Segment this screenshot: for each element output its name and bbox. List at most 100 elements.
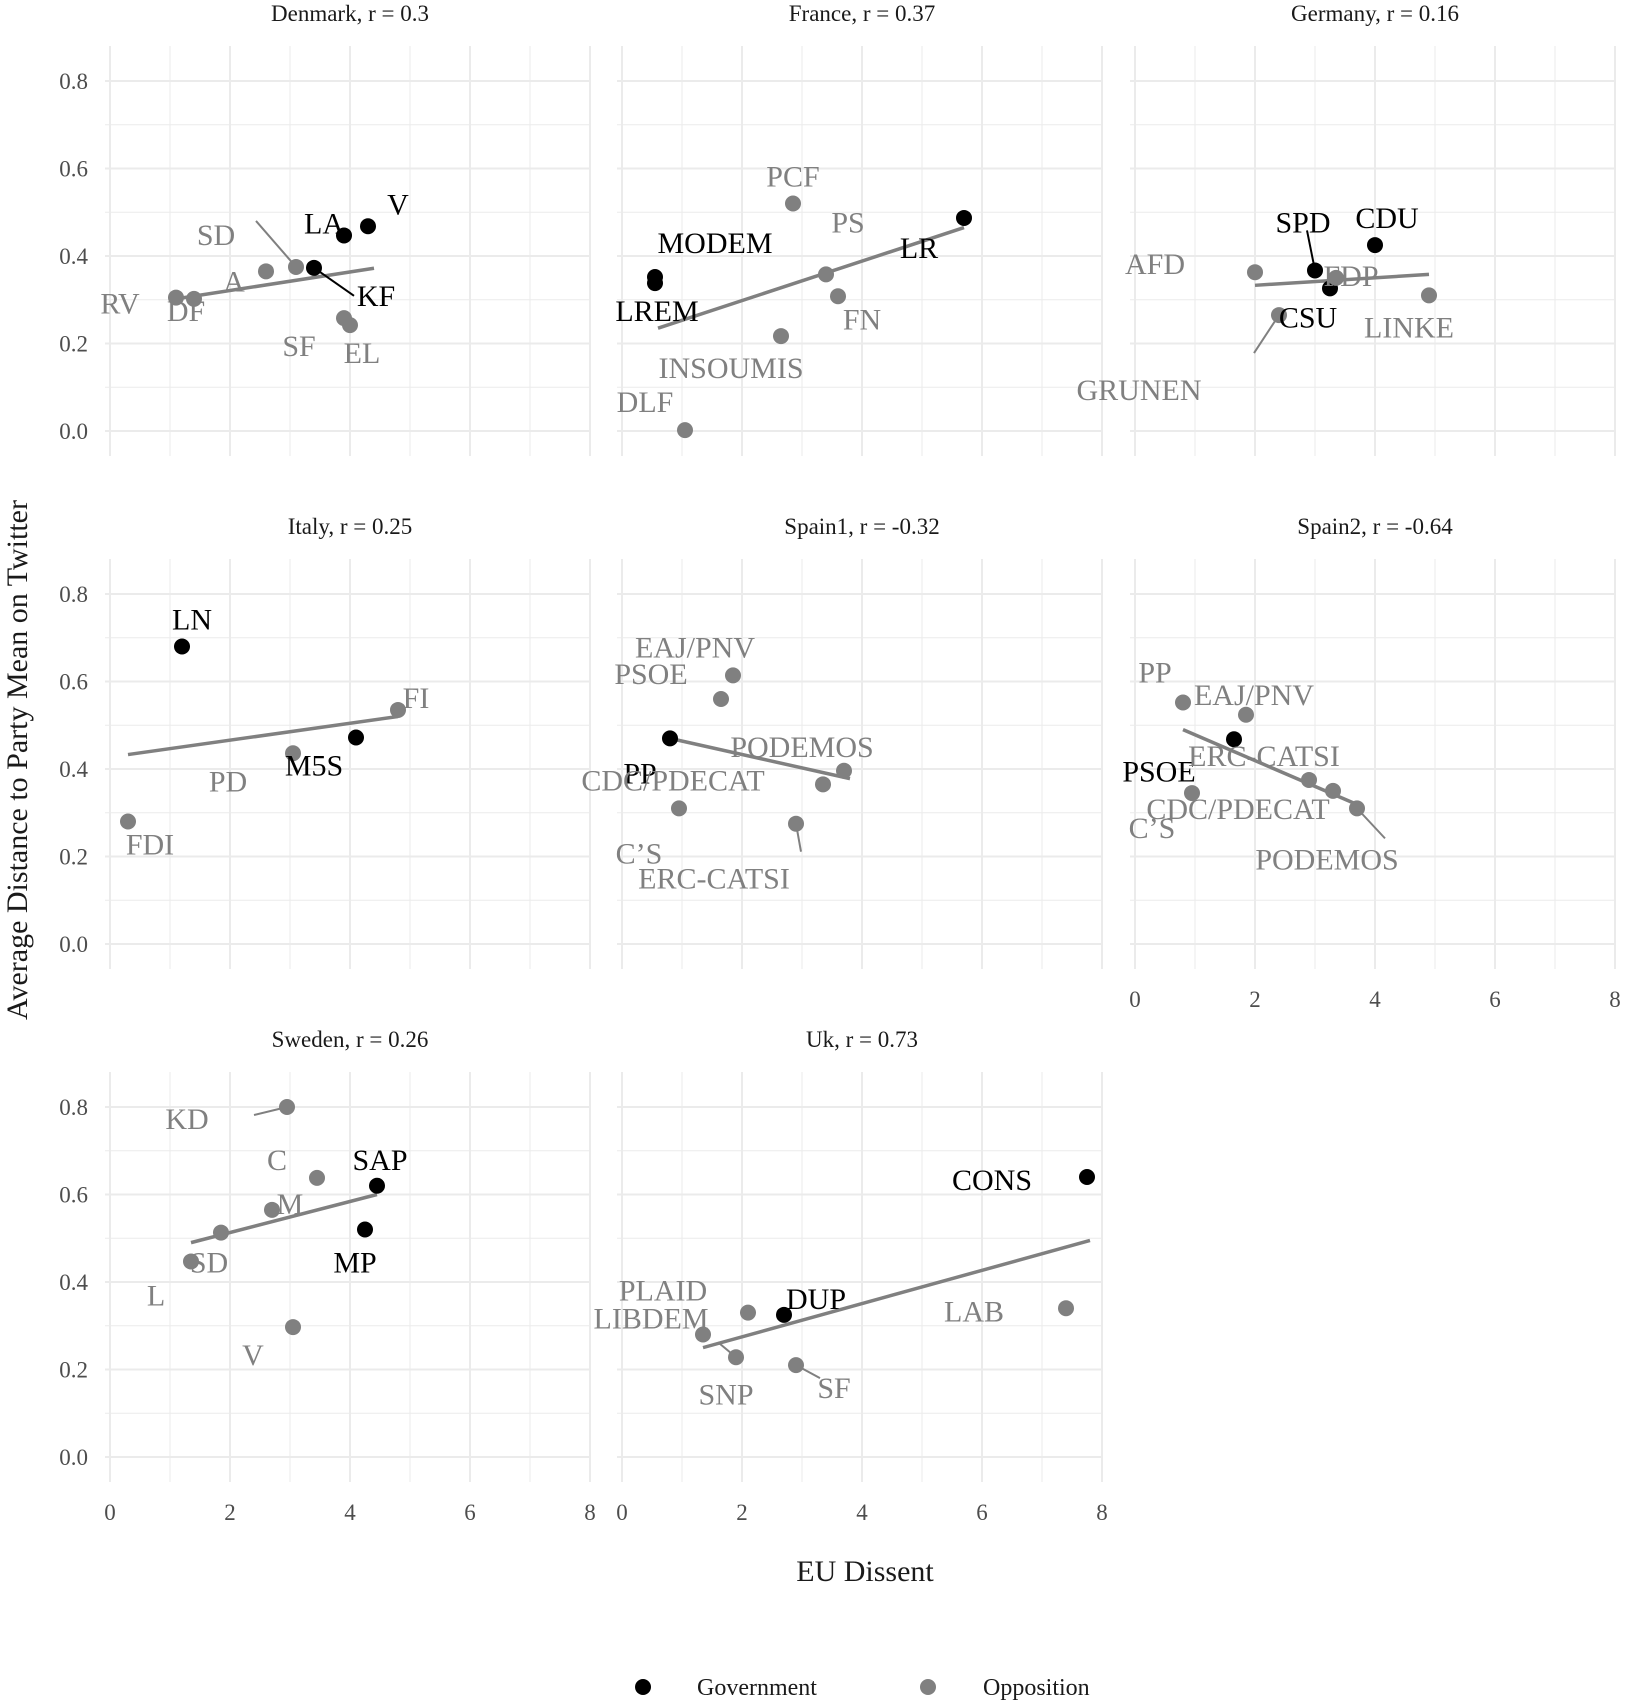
point-eaj-pnv [1238, 706, 1254, 723]
point-label-grunen: GRUNEN [1077, 374, 1202, 407]
point-label-fi: FI [403, 682, 430, 715]
point-c [309, 1169, 325, 1186]
y-tick-label: 0.6 [59, 670, 88, 695]
point-la [336, 227, 352, 244]
y-tick-label: 0.0 [59, 1445, 88, 1470]
point-label-lr: LR [900, 232, 938, 265]
x-axis-label: EU Dissent [796, 1555, 934, 1588]
point-label-spd: SPD [1275, 206, 1330, 239]
panel-title: Germany, r = 0.16 [1291, 1, 1459, 26]
y-tick-label: 0.2 [59, 845, 88, 870]
point-label-libdem: LIBDEM [594, 1303, 709, 1336]
panel-denmark: Denmark, r = 0.3 0.0 0.2 0.4 0.6 0.8 V LA KF SD A R… [59, 1, 591, 456]
panel-germany: Germany, r = 0.16 SPD CDU CSU AFD FDP LINKE GRU… [1077, 1, 1616, 456]
point-label-m5s: M5S [285, 750, 343, 783]
panel-spain2: Spain2, r = -0.64 0 2 4 6 8 PSOE PP EAJ/PNV ERC-C… [1122, 514, 1620, 1012]
point-pp [662, 730, 678, 747]
y-tick-label: 0.4 [59, 1270, 88, 1295]
point-rv [168, 289, 184, 306]
point-label-c: C [267, 1144, 287, 1177]
y-axis-label: Average Distance to Party Mean on Twitte… [1, 500, 34, 1020]
point-label-dlf: DLF [617, 386, 674, 419]
x-tick-label: 0 [616, 1500, 628, 1525]
point-m [264, 1201, 280, 1218]
point-lr [956, 209, 972, 226]
fit-line [669, 736, 851, 781]
point-label-m: M [277, 1188, 304, 1221]
y-tick-label: 0.0 [59, 419, 88, 444]
label-leader-line [255, 220, 297, 268]
point-dup [776, 1306, 792, 1323]
point-label-ln: LN [172, 604, 212, 637]
point-label-afd: AFD [1125, 248, 1185, 281]
point-ln [174, 638, 190, 655]
point-label-snp: SNP [698, 1378, 753, 1411]
point-linke [1421, 287, 1437, 304]
point-label-c-s: C’S [1129, 812, 1176, 845]
point-dlf [677, 422, 693, 439]
point-sap [369, 1177, 385, 1194]
point-l [183, 1253, 199, 1270]
point-afd [1247, 264, 1263, 281]
point-cons [1079, 1169, 1095, 1185]
point-psoe [1226, 731, 1242, 748]
point-label-lrem: LREM [615, 295, 698, 328]
point-label-cons: CONS [952, 1164, 1032, 1197]
fit-line [702, 1238, 1091, 1350]
label-leader-line [313, 266, 355, 297]
point-lab [1058, 1300, 1074, 1317]
point-label-pp: PP [623, 757, 656, 790]
point-label-v: V [242, 1339, 264, 1372]
point-label-linke: LINKE [1364, 311, 1454, 344]
legend-opposition-key [920, 1679, 936, 1695]
point-label-v: V [387, 188, 409, 221]
point-df [186, 290, 202, 307]
panel-title: Spain1, r = -0.32 [784, 514, 939, 539]
point-pcf [785, 195, 801, 212]
point-label-fdp: FDP [1323, 260, 1378, 293]
point-psoe [713, 691, 729, 707]
point-label-pcf: PCF [766, 161, 819, 194]
point-label-pp: PP [1138, 657, 1171, 690]
x-tick-label: 0 [1129, 987, 1141, 1012]
point-erc-catsi [788, 815, 804, 832]
point-sd [213, 1224, 229, 1241]
y-tick-label: 0.8 [59, 69, 88, 94]
point-label-plaid: PLAID [619, 1275, 707, 1308]
point-label-podemos: PODEMOS [730, 731, 873, 764]
y-tick-label: 0.6 [59, 1183, 88, 1208]
point-label-fn: FN [843, 303, 881, 336]
point-label-sf: SF [817, 1372, 850, 1405]
x-tick-label: 6 [464, 1500, 476, 1525]
fit-line [657, 225, 965, 330]
point-label-df: DF [167, 295, 205, 328]
panel-title: Italy, r = 0.25 [288, 514, 413, 539]
x-tick-label: 4 [1369, 987, 1381, 1012]
point-sf [788, 1357, 804, 1374]
y-tick-label: 0.8 [59, 582, 88, 607]
point-label-fdi: FDI [126, 829, 174, 862]
legend: Government Opposition [635, 1675, 1090, 1701]
legend-government-key [635, 1679, 651, 1695]
point-grunen [1271, 307, 1287, 324]
panel-title: Sweden, r = 0.26 [272, 1027, 429, 1052]
point-label-kf: KF [357, 280, 395, 313]
point-pd [285, 745, 301, 762]
point-cdc-pdecat [1325, 782, 1341, 799]
point-label-l: L [147, 1279, 165, 1312]
point-label-sd: SD [197, 219, 235, 252]
point-plaid [740, 1304, 756, 1321]
point-eaj-pnv [725, 667, 741, 684]
point-label-ps: PS [831, 206, 864, 239]
point-label-erc-catsi: ERC-CATSI [638, 863, 790, 896]
point-mp [357, 1221, 373, 1238]
point-label-a: A [223, 265, 245, 298]
point-sd [288, 258, 304, 275]
fit-line [175, 266, 375, 301]
point-label-rv: RV [100, 288, 140, 321]
point-cdc-pdecat [815, 776, 831, 793]
point-label-eaj-pnv: EAJ/PNV [1194, 679, 1314, 712]
point-label-cdc-pdecat: CDC/PDECAT [581, 764, 764, 797]
